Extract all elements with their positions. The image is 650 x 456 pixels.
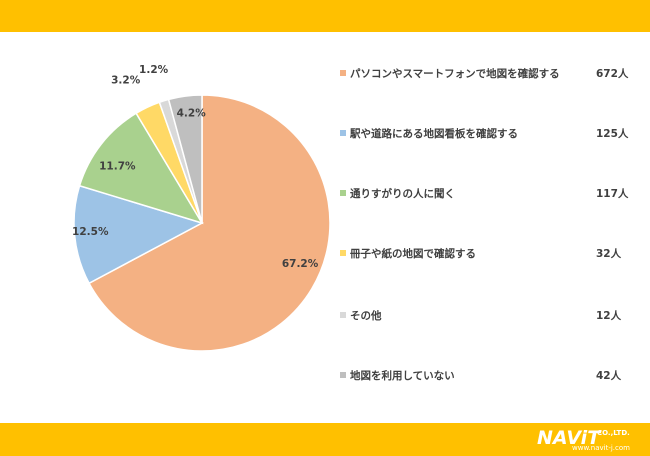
logo-url: www.navit-j.com <box>572 444 630 452</box>
legend-count: 672人 <box>596 68 629 80</box>
pie-slice <box>73 184 204 285</box>
pie-slice <box>88 94 330 352</box>
legend-label: その他 <box>350 310 382 322</box>
pie-labels: 67.2% 12.5% 11.7% 3.2%1.2% 4.2% <box>72 64 319 270</box>
pie-chart: 67.2% 12.5% 11.7% 3.2%1.2% 4.2% <box>72 64 330 352</box>
legend-count: 12人 <box>596 310 622 322</box>
legend-swatch <box>340 130 346 136</box>
logo-name: NAViT <box>537 427 601 449</box>
legend-swatch <box>340 70 346 76</box>
company-logo: NAViT CO.,LTD. www.navit-j.com <box>537 427 647 453</box>
logo-suffix: CO.,LTD. <box>597 429 630 437</box>
legend-item: 駅や道路にある地図看板を確認する 125人 <box>340 126 640 142</box>
pie-slices <box>73 94 330 352</box>
legend-label: 駅や道路にある地図看板を確認する <box>350 128 518 140</box>
legend-count: 125人 <box>596 128 629 140</box>
pie-slice <box>167 94 203 224</box>
legend-count: 42人 <box>596 370 622 382</box>
legend-swatch <box>340 372 346 378</box>
top-banner <box>0 0 650 32</box>
legend-swatch <box>340 190 346 196</box>
pie-slice <box>78 112 204 225</box>
legend-label: 通りすがりの人に聞く <box>350 188 455 200</box>
legend-item: 地図を利用していない 42人 <box>340 368 640 384</box>
slice-percent-label: 12.5% <box>72 226 109 238</box>
legend-count: 32人 <box>596 248 622 260</box>
legend-item: パソコンやスマートフォンで地図を確認する 672人 <box>340 66 640 82</box>
slice-percent-label: 11.7% <box>99 160 136 172</box>
legend-swatch <box>340 312 346 318</box>
slice-percent-label: 1.2% <box>139 64 169 76</box>
slice-percent-label: 67.2% <box>282 258 319 270</box>
legend-label: パソコンやスマートフォンで地図を確認する <box>350 68 560 80</box>
legend-label: 地図を利用していない <box>350 370 455 382</box>
legend-item: その他 12人 <box>340 308 640 324</box>
legend-item: 通りすがりの人に聞く 117人 <box>340 186 640 202</box>
bottom-banner <box>0 423 650 456</box>
slice-percent-label: 3.2% <box>111 74 141 86</box>
legend-swatch <box>340 250 346 256</box>
legend-item: 冊子や紙の地図で確認する 32人 <box>340 246 640 262</box>
slice-percent-label: 4.2% <box>177 107 207 119</box>
legend-label: 冊子や紙の地図で確認する <box>350 248 476 260</box>
legend-count: 117人 <box>596 188 629 200</box>
